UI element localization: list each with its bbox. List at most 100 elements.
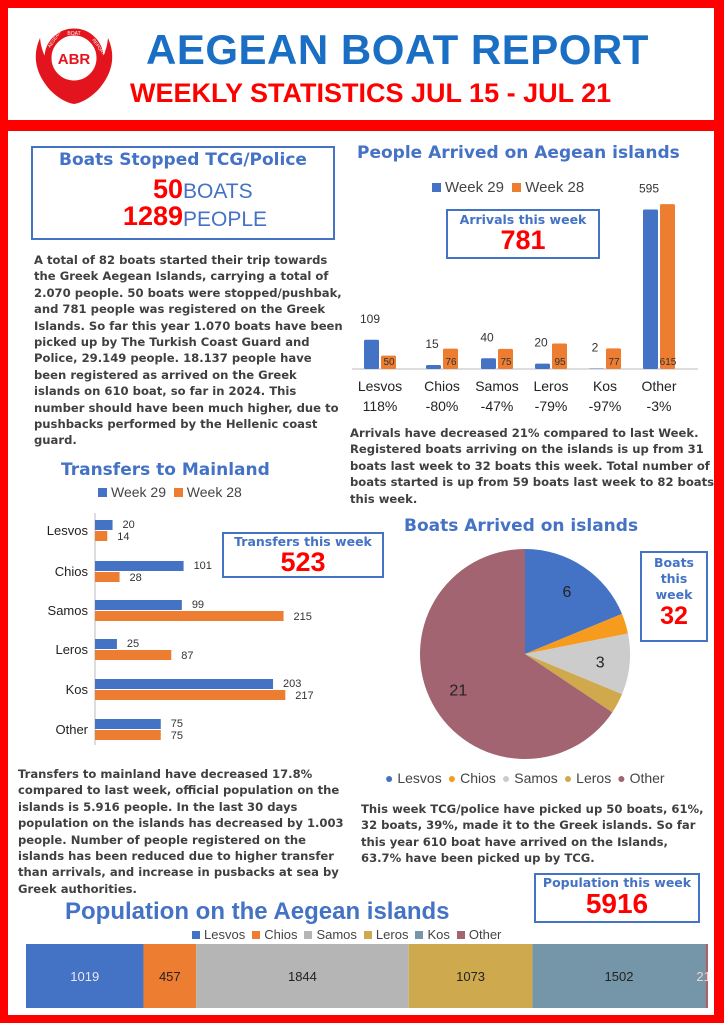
value-label-week29: 109 [360, 312, 380, 326]
segment-label: 1019 [70, 969, 99, 984]
legend-item-leros: ● Leros [564, 770, 611, 786]
bar-week28-kos [95, 690, 286, 700]
category-label: Lesvos [47, 523, 89, 538]
boats-stopped-value: 50 [152, 174, 183, 204]
legend-item-lesvos: Lesvos [192, 927, 245, 942]
change-label: -80% [426, 398, 459, 414]
value-label-week28: 217 [295, 690, 313, 702]
population-callout-label: Population this week [542, 875, 692, 890]
boats-callout-label-2: this [660, 571, 688, 586]
bar-week29-other [643, 209, 658, 369]
bar-week29-chios [426, 364, 441, 369]
legend-swatch-week28 [512, 183, 522, 192]
header: ABR BOAT AEGEAN REPORT AEGEAN BOAT REPOR… [8, 8, 714, 120]
legend-swatch [304, 931, 313, 939]
legend-label: Lesvos [204, 927, 246, 942]
bar-week28-lesvos [381, 355, 396, 369]
legend-item-other: Other [456, 927, 502, 942]
arrivals-bar-chart: 109 50 Lesvos 118% 15 76 Chios -80% 40 75 Samos -47… [352, 182, 698, 414]
bar-week29-samos [481, 358, 496, 369]
legend-swatch [192, 931, 200, 939]
people-stopped-label: PEOPLE [183, 208, 268, 231]
value-label-week28: 76 [445, 357, 457, 368]
bar-week29-samos [95, 600, 182, 610]
legend-item-lesvos: ● Lesvos [385, 770, 442, 786]
legend-label: Samos [316, 927, 357, 942]
population-stacked-bar: 1019 457 1844 1073 1502 21 [26, 944, 708, 1008]
page-title: AEGEAN BOAT REPORT [146, 26, 649, 73]
category-label: Samos [48, 603, 89, 618]
bar-week29-lesvos [95, 520, 113, 530]
legend-week29: Week 29 [111, 484, 166, 500]
legend-swatch [415, 931, 424, 939]
legend-swatch-week29 [432, 183, 441, 192]
value-label-week29: 595 [639, 182, 659, 196]
legend-week29: Week 29 [445, 179, 504, 196]
bar-week28-other [95, 730, 161, 740]
category-label: Kos [66, 682, 89, 697]
abr-logo: ABR BOAT AEGEAN REPORT [35, 28, 113, 104]
boats-callout-label-3: week [655, 587, 693, 602]
arrivals-chart-title: People Arrived on Aegean islands [357, 143, 680, 163]
legend-swatch [456, 931, 465, 939]
arrivals-legend: Week 29 Week 28 [432, 179, 584, 196]
boats-stopped-label: BOATS [183, 180, 253, 203]
legend-week28: Week 28 [186, 484, 242, 500]
legend-label: Leros [375, 927, 409, 942]
pie-slice-samos [525, 633, 630, 695]
pie-label: 3 [596, 654, 605, 671]
arrivals-callout-label: Arrivals this week [459, 212, 587, 227]
pie-slice-leros [525, 654, 623, 713]
svg-text:BOAT: BOAT [67, 31, 80, 37]
bar-week29-leros [95, 639, 117, 649]
transfers-callout-label: Transfers this week [234, 534, 372, 549]
segment-label: 1844 [288, 969, 317, 984]
legend-swatch-week29 [98, 488, 107, 497]
value-label-week28: 215 [294, 611, 312, 623]
category-label: Leros [55, 642, 88, 657]
legend-label: Lesvos [397, 770, 442, 786]
arrivals-callout: Arrivals this week 781 [446, 209, 600, 259]
value-label-week29: 99 [192, 599, 204, 611]
segment-label: 457 [159, 969, 181, 984]
segment-lesvos [26, 944, 144, 1008]
bar-week28-lesvos [95, 531, 108, 541]
legend-label: Leros [576, 770, 612, 786]
pie-label: 21 [449, 683, 467, 700]
change-label: 118% [363, 398, 398, 414]
legend-label: Other [468, 927, 502, 942]
value-label-week28: 14 [117, 531, 129, 543]
value-label-week29: 203 [283, 678, 301, 690]
transfers-legend: Week 29 Week 28 [98, 484, 242, 500]
people-stopped-value: 1289 [122, 201, 183, 231]
legend-label: Chios [460, 770, 496, 786]
bar-week28-chios [95, 572, 120, 582]
pie-label: 6 [563, 584, 572, 601]
value-label-week29: 101 [194, 560, 212, 572]
boats-stopped-title: Boats Stopped TCG/Police [59, 150, 307, 170]
population-callout: Population this week 5916 [534, 873, 700, 923]
transfers-text: Transfers to mainland have decreased 17.… [18, 767, 344, 896]
boats-callout-label-1: Boats [654, 555, 694, 570]
svg-text:ABR: ABR [58, 51, 91, 68]
legend-item-other: ● Other [617, 770, 664, 786]
bar-week28-chios [443, 348, 458, 369]
legend-dot: ● [385, 770, 394, 786]
segment-leros [408, 944, 533, 1008]
bar-week28-samos [498, 348, 513, 369]
value-label-week28: 50 [383, 357, 395, 368]
transfers-callout-value: 523 [280, 547, 326, 577]
bar-week28-leros [95, 650, 172, 660]
change-label: -3% [647, 398, 672, 414]
category-label: Other [55, 722, 88, 737]
legend-dot: ● [617, 770, 626, 786]
segment-label: 1073 [456, 969, 485, 984]
boats-text: This week TCG/police have picked up 50 b… [361, 802, 704, 866]
bar-week29-chios [95, 561, 184, 571]
transfers-chart-title: Transfers to Mainland [61, 460, 270, 480]
segment-samos [196, 944, 409, 1008]
boats-chart-title: Boats Arrived on islands [404, 516, 639, 536]
boats-pie-legend: ● Lesvos ● Chios ● Samos ● Leros ● Other [385, 770, 671, 786]
legend-week28: Week 28 [525, 179, 585, 196]
